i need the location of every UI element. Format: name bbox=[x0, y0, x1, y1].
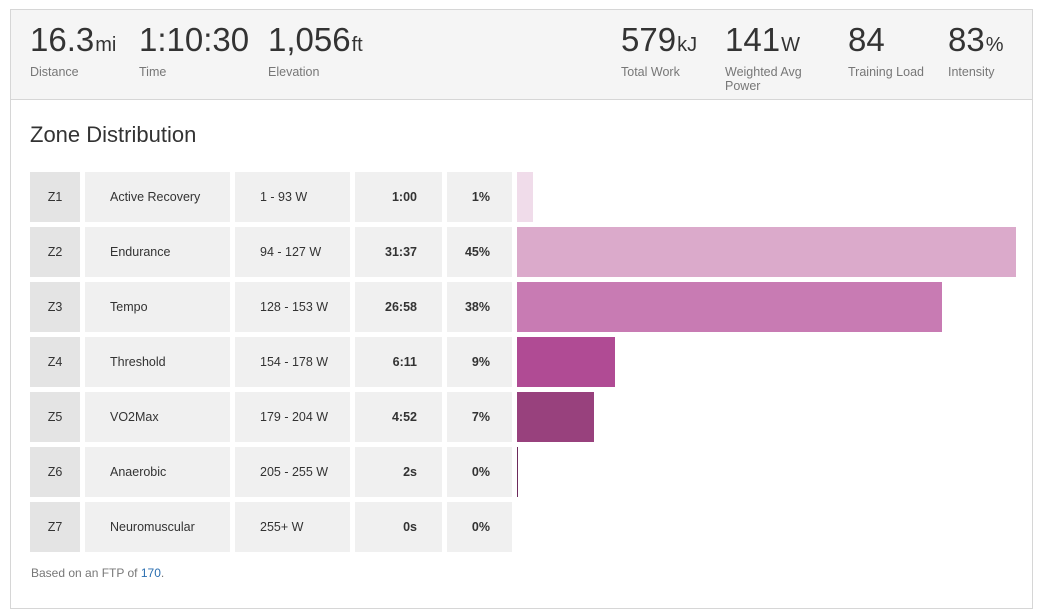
zone-time: 0s bbox=[355, 502, 442, 552]
stat-weighted-avg-power: 141W Weighted Avg Power bbox=[725, 21, 802, 94]
zone-label: Z3 bbox=[30, 282, 80, 332]
zone-bar bbox=[517, 282, 942, 332]
zone-power-range: 154 - 178 W bbox=[235, 337, 350, 387]
zone-label: Z6 bbox=[30, 447, 80, 497]
ftp-link[interactable]: 170 bbox=[140, 566, 161, 580]
stat-total-work: 579kJ Total Work bbox=[621, 21, 698, 80]
zone-power-range: 128 - 153 W bbox=[235, 282, 350, 332]
zone-label: Z1 bbox=[30, 172, 80, 222]
zone-label: Z4 bbox=[30, 337, 80, 387]
zone-power-range: 255+ W bbox=[235, 502, 350, 552]
zone-power-range: 205 - 255 W bbox=[235, 447, 350, 497]
stat-elevation: 1,056ft Elevation bbox=[268, 21, 363, 80]
stat-intensity: 83% Intensity bbox=[948, 21, 1004, 80]
zone-time: 1:00 bbox=[355, 172, 442, 222]
zone-percent: 0% bbox=[447, 447, 512, 497]
zone-bar bbox=[517, 337, 615, 387]
zone-time: 2s bbox=[355, 447, 442, 497]
zone-label: Z7 bbox=[30, 502, 80, 552]
zone-name: Endurance bbox=[85, 227, 230, 277]
zone-time: 4:52 bbox=[355, 392, 442, 442]
section-title: Zone Distribution bbox=[30, 122, 197, 147]
zone-label: Z5 bbox=[30, 392, 80, 442]
zone-name: Active Recovery bbox=[85, 172, 230, 222]
zone-percent: 7% bbox=[447, 392, 512, 442]
stats-bar: 16.3mi Distance 1:10:30 Time 1,056ft Ele… bbox=[11, 10, 1032, 100]
zone-time: 26:58 bbox=[355, 282, 442, 332]
stat-distance: 16.3mi Distance bbox=[30, 21, 117, 80]
zone-power-range: 94 - 127 W bbox=[235, 227, 350, 277]
zone-name: Tempo bbox=[85, 282, 230, 332]
zone-bar bbox=[517, 172, 533, 222]
zone-time: 6:11 bbox=[355, 337, 442, 387]
zone-power-range: 179 - 204 W bbox=[235, 392, 350, 442]
zone-name: Neuromuscular bbox=[85, 502, 230, 552]
zone-name: Threshold bbox=[85, 337, 230, 387]
zone-percent: 38% bbox=[447, 282, 512, 332]
stat-training-load: 84 Training Load bbox=[848, 21, 924, 80]
zone-percent: 1% bbox=[447, 172, 512, 222]
zone-bar bbox=[517, 227, 1016, 277]
zone-power-range: 1 - 93 W bbox=[235, 172, 350, 222]
stat-time: 1:10:30 Time bbox=[139, 21, 250, 80]
zone-name: Anaerobic bbox=[85, 447, 230, 497]
zone-name: VO2Max bbox=[85, 392, 230, 442]
zone-percent: 9% bbox=[447, 337, 512, 387]
zone-time: 31:37 bbox=[355, 227, 442, 277]
zone-bar bbox=[517, 447, 518, 497]
activity-card: 16.3mi Distance 1:10:30 Time 1,056ft Ele… bbox=[10, 9, 1033, 609]
ftp-footnote: Based on an FTP of 170. bbox=[31, 566, 165, 580]
zone-percent: 0% bbox=[447, 502, 512, 552]
zone-label: Z2 bbox=[30, 227, 80, 277]
zone-bar bbox=[517, 392, 594, 442]
zone-percent: 45% bbox=[447, 227, 512, 277]
